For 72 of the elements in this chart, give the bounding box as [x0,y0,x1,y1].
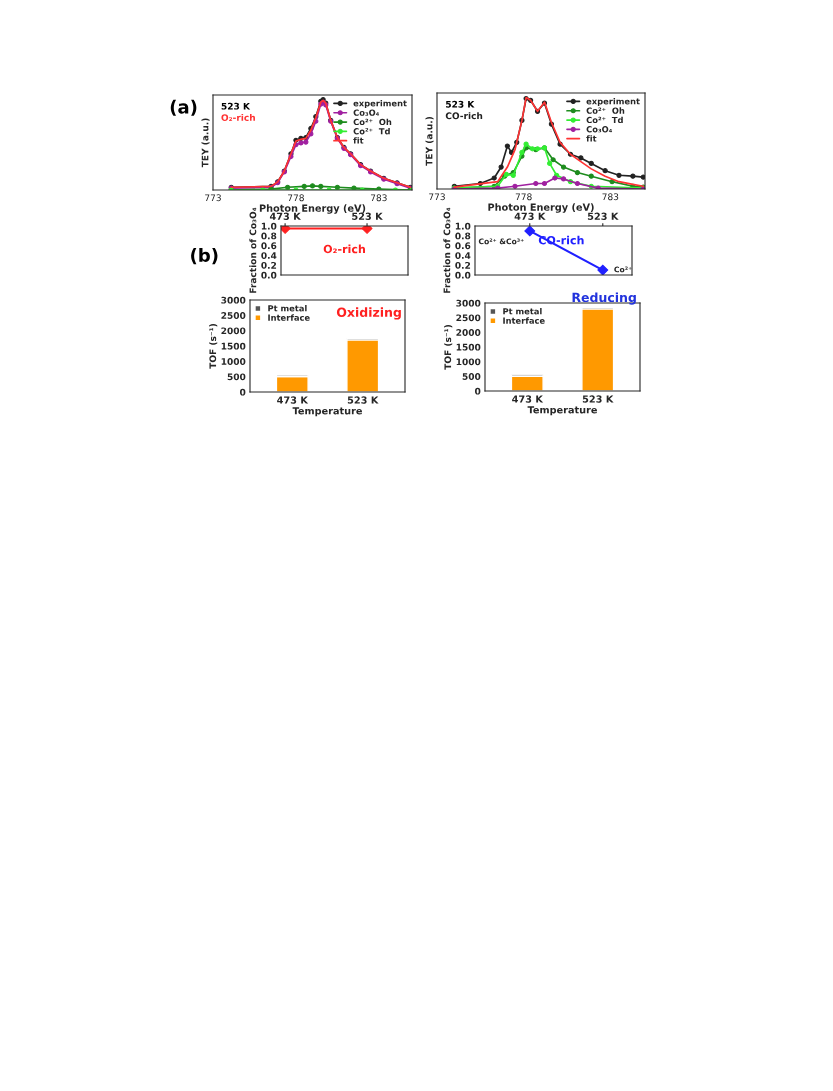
x-tick-label: 783 [370,194,387,202]
legend-label: experiment [353,100,407,109]
x-tick-label: 473 K [512,395,544,403]
y-tick-label: 0.2 [455,261,471,269]
x-tick-label: 523 K [587,212,619,220]
y-tick-label: 1500 [221,342,246,350]
y-axis-title: TOF (s⁻¹) [444,325,453,370]
x-tick-label: 773 [205,194,221,202]
text: (a) [170,99,197,116]
y-tick-label: 2000 [221,327,246,335]
annotation: O₂-rich [221,114,255,121]
annotation: O₂-rich [323,244,365,254]
y-tick-label: 0.8 [261,232,277,240]
x-tick-label: 773 [429,193,445,201]
y-tick-label: 1000 [221,358,246,365]
x-axis-title: Temperature [527,406,597,416]
y-tick-label: 3000 [456,299,481,307]
annotation: 523 K [221,102,251,110]
x-axis-title: Temperature [292,407,362,417]
x-tick-label: 523 K [582,395,614,403]
y-tick-label: 0.6 [455,242,471,250]
annotation: Reducing [572,292,636,305]
x-tick-label: 473 K [514,212,546,220]
annotation: CO-rich [445,112,483,120]
y-tick-label: 0.0 [455,271,471,279]
y-tick-label: 500 [227,373,246,381]
legend-label: Pt metal [503,308,542,315]
y-tick-label: 3000 [221,296,246,304]
y-axis-title: Fraction of Co₃O₄ [249,207,257,293]
y-tick-label: 1.0 [261,222,277,230]
y-axis-title: TEY (a.u.) [201,118,210,168]
y-tick-label: 0.2 [261,261,277,269]
y-axis-title: Fraction of Co₃O₄ [443,207,451,293]
legend-label: Co²⁺ Td [353,127,390,135]
annotation: 523 K [446,100,475,108]
y-tick-label: 0.4 [455,252,471,259]
y-tick-label: 2500 [221,312,246,319]
legend-label: Co²⁺ Oh [353,118,392,126]
y-tick-label: 0.0 [261,271,277,279]
y-tick-label: 500 [462,373,481,380]
y-tick-label: 0.6 [261,242,277,250]
annotation: Oxidizing [336,307,401,320]
legend-label: Co₃O₄ [353,109,380,116]
x-tick-label: 778 [288,194,304,202]
x-tick-label: 783 [602,193,619,201]
y-tick-label: 2500 [456,314,481,322]
y-tick-label: 1.0 [455,222,471,230]
legend-label: Interface [268,314,310,321]
y-tick-label: 2000 [456,329,481,336]
y-tick-label: 0 [239,388,246,396]
legend-label: experiment [586,98,640,107]
legend-label: Pt metal [268,305,307,312]
legend-label: Interface [503,317,545,324]
legend-label: Co²⁺ Td [586,116,623,124]
x-tick-label: 778 [515,193,532,201]
legend-label: fit [353,137,364,144]
y-axis-title: TOF (s⁻¹) [209,324,218,369]
legend-label: Co²⁺ Oh [586,107,625,114]
legend-label: Co₃O₄ [586,126,613,133]
y-tick-label: 0.4 [261,252,277,259]
y-tick-label: 1500 [456,343,481,351]
y-tick-label: 1000 [456,358,481,366]
legend-label: fit [586,135,597,142]
y-axis-title: TEY (a.u.) [425,116,434,166]
text: (b) [191,248,218,265]
y-tick-label: 0 [474,387,481,395]
y-tick-label: 0.8 [455,232,471,240]
x-axis-title: Photon Energy (eV) [488,203,594,213]
x-tick-label: 523 K [352,212,383,220]
x-tick-label: 473 K [269,212,301,220]
x-tick-label: 473 K [277,396,309,404]
x-tick-label: 523 K [347,396,379,404]
